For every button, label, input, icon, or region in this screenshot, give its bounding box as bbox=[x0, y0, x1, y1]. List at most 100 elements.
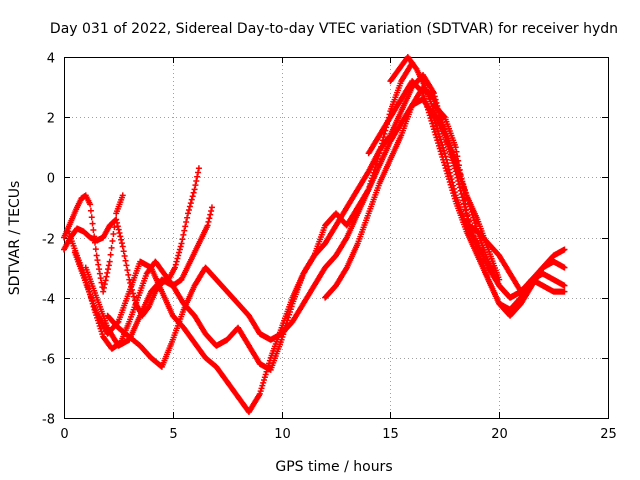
data-point bbox=[435, 128, 442, 135]
data-point bbox=[420, 90, 427, 97]
data-point bbox=[104, 269, 111, 276]
axis-ticks: 0 5 10 15 20 25 -8 -6 -4 -2 0 2 4 bbox=[42, 52, 617, 443]
data-point bbox=[439, 141, 446, 148]
data-point bbox=[453, 148, 460, 155]
y-tick-label: -8 bbox=[42, 413, 55, 428]
data-point bbox=[87, 207, 94, 214]
data-point bbox=[105, 262, 112, 269]
data-point bbox=[426, 112, 433, 119]
data-point bbox=[440, 159, 447, 166]
data-point bbox=[561, 246, 568, 253]
data-point bbox=[444, 170, 451, 177]
data-point bbox=[496, 276, 503, 283]
data-point bbox=[115, 226, 122, 233]
data-point bbox=[462, 201, 469, 208]
data-point bbox=[261, 377, 268, 384]
data-point bbox=[258, 385, 265, 392]
data-point bbox=[428, 117, 435, 124]
data-point bbox=[187, 200, 194, 207]
data-point bbox=[171, 264, 178, 271]
data-point bbox=[101, 281, 108, 288]
data-point bbox=[184, 214, 191, 221]
data-point bbox=[114, 223, 121, 230]
data-point bbox=[440, 156, 447, 163]
data-point bbox=[259, 382, 266, 389]
data-point bbox=[443, 167, 450, 174]
data-point bbox=[435, 130, 442, 137]
data-point bbox=[105, 266, 112, 273]
data-point bbox=[447, 181, 454, 188]
data-point bbox=[445, 176, 452, 183]
data-point bbox=[172, 261, 179, 268]
data-point bbox=[452, 144, 459, 151]
data-point bbox=[125, 271, 132, 278]
data-point bbox=[285, 314, 292, 321]
series-track bbox=[387, 54, 503, 283]
data-point bbox=[420, 92, 427, 99]
data-point bbox=[208, 208, 215, 215]
data-point bbox=[450, 190, 457, 197]
data-point bbox=[438, 151, 445, 158]
data-point bbox=[110, 231, 117, 238]
data-point bbox=[262, 371, 269, 378]
data-point bbox=[287, 306, 294, 313]
data-point bbox=[561, 288, 568, 295]
data-point bbox=[188, 196, 195, 203]
data-point bbox=[120, 248, 127, 255]
data-point bbox=[192, 182, 199, 189]
data-point bbox=[451, 195, 458, 202]
data-point bbox=[435, 140, 442, 147]
data-point bbox=[517, 288, 524, 295]
data-point bbox=[90, 226, 97, 233]
data-point bbox=[174, 255, 181, 262]
data-point bbox=[435, 142, 442, 149]
data-point bbox=[412, 64, 419, 71]
data-point bbox=[260, 379, 267, 386]
data-point bbox=[261, 374, 268, 381]
data-point bbox=[430, 126, 437, 133]
data-point bbox=[430, 95, 437, 102]
data-point bbox=[430, 90, 437, 97]
data-point bbox=[561, 264, 568, 271]
data-point bbox=[191, 186, 198, 193]
data-point bbox=[284, 317, 291, 324]
series-track bbox=[71, 60, 416, 415]
data-point bbox=[185, 206, 192, 213]
data-point bbox=[380, 134, 387, 141]
data-point bbox=[195, 169, 202, 176]
data-point bbox=[95, 261, 102, 268]
data-point bbox=[100, 288, 107, 295]
data-point bbox=[116, 229, 123, 236]
data-point bbox=[130, 293, 137, 300]
data-point bbox=[429, 120, 436, 127]
data-point bbox=[178, 240, 185, 247]
data-point bbox=[561, 282, 568, 289]
data-point bbox=[111, 224, 118, 231]
data-points bbox=[61, 54, 568, 415]
data-point bbox=[177, 243, 184, 250]
data-point bbox=[103, 273, 110, 280]
data-point bbox=[121, 252, 128, 259]
data-point bbox=[112, 217, 119, 224]
x-tick-label: 20 bbox=[491, 427, 508, 442]
data-point bbox=[440, 144, 447, 151]
grid bbox=[64, 57, 608, 418]
data-point bbox=[182, 223, 189, 230]
data-point bbox=[440, 113, 447, 120]
data-point bbox=[206, 215, 213, 222]
data-point bbox=[427, 115, 434, 122]
data-point bbox=[181, 227, 188, 234]
data-point bbox=[122, 257, 129, 264]
data-point bbox=[173, 258, 180, 265]
data-point bbox=[440, 147, 447, 154]
data-point bbox=[432, 131, 439, 138]
data-point bbox=[96, 266, 103, 273]
data-point bbox=[176, 249, 183, 256]
x-tick-label: 0 bbox=[60, 427, 68, 442]
data-point bbox=[195, 165, 202, 172]
data-point bbox=[107, 251, 114, 258]
x-tick-label: 25 bbox=[600, 427, 617, 442]
data-point bbox=[97, 275, 104, 282]
data-point bbox=[441, 150, 448, 157]
y-tick-label: -2 bbox=[42, 233, 55, 248]
